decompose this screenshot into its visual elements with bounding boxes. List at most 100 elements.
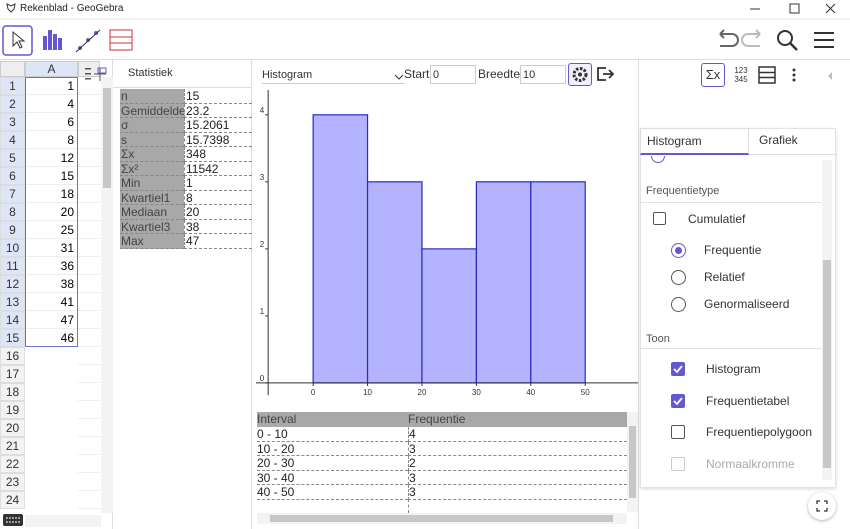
freq-header: Interval — [257, 412, 408, 427]
cell[interactable]: 36 — [25, 257, 78, 275]
checkbox[interactable] — [671, 425, 685, 439]
row-header: 19 — [0, 401, 25, 419]
row-header: 8 — [0, 203, 25, 221]
stat-value: 348 — [184, 147, 252, 162]
collapse-icon[interactable] — [826, 70, 834, 80]
row-header: 23 — [0, 473, 25, 491]
cell-b — [78, 167, 101, 185]
row-header: 3 — [0, 113, 25, 131]
algebra-input-icon[interactable] — [84, 66, 108, 82]
fullscreen-button[interactable] — [808, 492, 836, 520]
stat-value: 47 — [184, 234, 252, 249]
cell-b — [78, 365, 101, 383]
checkbox[interactable] — [671, 362, 685, 376]
freq-value: 3 — [408, 470, 627, 485]
cell[interactable]: 12 — [25, 149, 78, 167]
settings-scroll-thumb — [823, 260, 831, 468]
freq-hthumb — [270, 515, 613, 522]
cell-b — [78, 221, 101, 239]
freq-value: 2 — [408, 456, 627, 471]
cell-b — [78, 347, 101, 365]
stat-value: 15.7398 — [184, 132, 252, 147]
layout-icon[interactable] — [757, 64, 777, 86]
cell-b — [78, 419, 101, 437]
radio[interactable] — [671, 243, 686, 258]
row-header: 2 — [0, 95, 25, 113]
sheet-scroll-thumb — [103, 88, 111, 188]
width-input[interactable]: 10 — [520, 65, 566, 84]
cell-b — [78, 311, 101, 329]
radio[interactable] — [671, 297, 686, 312]
row-header: 13 — [0, 293, 25, 311]
tab[interactable]: Grafiek — [759, 133, 798, 147]
right-panel — [638, 60, 850, 529]
cell[interactable]: 41 — [25, 293, 78, 311]
stat-label: Kwartiel1 — [120, 190, 184, 205]
cell[interactable]: 20 — [25, 203, 78, 221]
cell-b — [78, 239, 101, 257]
selection — [25, 77, 78, 347]
dropdown-arrow — [394, 70, 404, 80]
x-tick-label: 30 — [472, 388, 481, 397]
stats-panel — [113, 60, 252, 529]
histogram-bar — [475, 181, 532, 384]
cell-b — [78, 275, 101, 293]
freq-interval: 20 - 30 — [257, 456, 408, 471]
export-button[interactable] — [595, 64, 615, 84]
window-title: Rekenblad - GeoGebra — [20, 3, 124, 14]
stat-value: 15.2061 — [184, 118, 252, 133]
column-header[interactable]: A — [25, 61, 78, 77]
y-tick-label: 1 — [260, 307, 265, 316]
radio[interactable] — [671, 270, 686, 285]
cell[interactable]: 31 — [25, 239, 78, 257]
cell[interactable]: 18 — [25, 185, 78, 203]
y-tick-label: 4 — [260, 106, 265, 115]
y-tick-label: 0 — [260, 374, 265, 383]
cell[interactable]: 25 — [25, 221, 78, 239]
cell[interactable]: 8 — [25, 131, 78, 149]
cell[interactable]: 1 — [25, 77, 78, 95]
start-input[interactable]: 0 — [430, 65, 476, 84]
x-tick-label: 40 — [526, 388, 535, 397]
number-icon[interactable]: 123 345 — [734, 66, 748, 84]
stat-label: Gemiddelde — [120, 103, 186, 118]
sigma-button[interactable]: Σx — [701, 63, 725, 87]
settings-button[interactable] — [568, 63, 592, 86]
keyboard-icon[interactable] — [2, 513, 24, 527]
stat-label: s — [120, 132, 184, 147]
cell[interactable]: 38 — [25, 275, 78, 293]
checkbox-label: Frequentietabel — [706, 393, 790, 408]
plot-type-dropdown[interactable]: Histogram — [262, 66, 404, 84]
freq-vline — [408, 499, 409, 513]
cell-b — [78, 329, 101, 347]
cell-b — [78, 473, 101, 491]
radio-label: Genormaliseerd — [704, 297, 790, 311]
y-tick-label: 3 — [260, 173, 265, 182]
cell[interactable]: 47 — [25, 311, 78, 329]
stat-value: 11542 — [184, 161, 252, 176]
cell-b — [78, 437, 101, 455]
freq-value: 4 — [408, 427, 627, 442]
row-header: 15 — [0, 329, 25, 347]
x-tick-label: 10 — [363, 388, 372, 397]
stat-value: 23.2 — [184, 103, 252, 118]
checkbox[interactable] — [671, 393, 685, 408]
heading: Frequentietype — [646, 185, 720, 197]
tab-active[interactable]: Histogram — [640, 128, 749, 155]
cell[interactable]: 15 — [25, 167, 78, 185]
row-header: 22 — [0, 455, 25, 473]
checkbox[interactable] — [653, 212, 666, 225]
x-tick-label: 0 — [311, 388, 316, 397]
row-header: 16 — [0, 347, 25, 365]
more-icon[interactable] — [790, 66, 798, 84]
freq-value: 3 — [408, 485, 627, 500]
cell[interactable]: 4 — [25, 95, 78, 113]
width-label: Breedte — [478, 67, 521, 81]
y-tick-label: 2 — [260, 240, 265, 249]
row-header: 14 — [0, 311, 25, 329]
row-header: 12 — [0, 275, 25, 293]
freq-interval: 30 - 40 — [257, 471, 408, 485]
row-header: 24 — [0, 491, 25, 509]
cell[interactable]: 6 — [25, 113, 78, 131]
